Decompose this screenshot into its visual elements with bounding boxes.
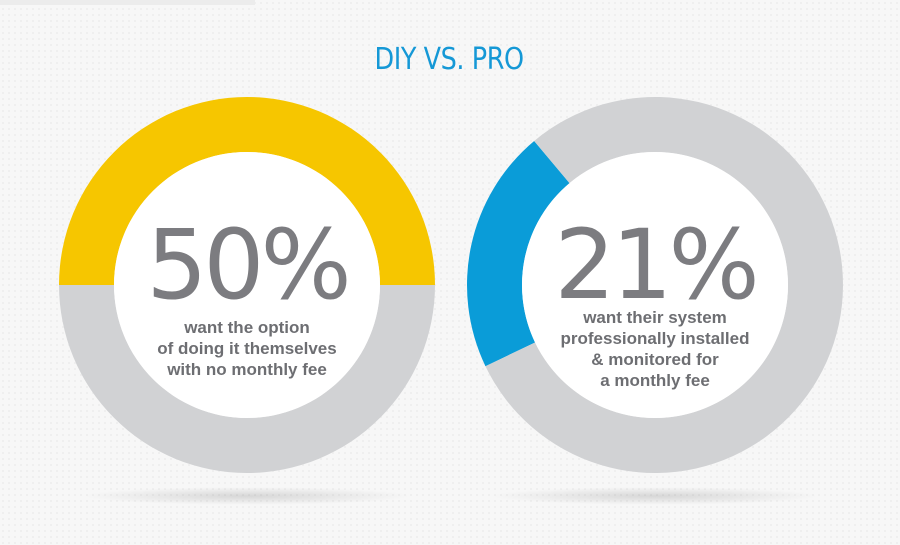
donut-svg-diy xyxy=(59,97,435,473)
caption-line: of doing it themselves xyxy=(157,339,337,358)
donut-hole xyxy=(522,152,788,418)
caption-line: want the option xyxy=(184,318,310,337)
caption-pro: want their system professionally install… xyxy=(505,307,805,391)
donut-chart-pro: 21% want their system professionally ins… xyxy=(445,95,865,515)
donut-slice-remainder xyxy=(485,96,843,473)
chart-title: DIY VS. PRO xyxy=(374,42,525,77)
top-strip xyxy=(0,0,255,5)
donut-chart-diy: 50% want the option of doing it themselv… xyxy=(37,95,457,515)
donut-shadow-left xyxy=(82,487,412,505)
caption-line: & monitored for xyxy=(591,350,719,369)
donut-slice-highlight xyxy=(59,97,435,285)
donut-slice-remainder xyxy=(59,285,435,473)
percent-value-diy: 50% xyxy=(146,209,351,321)
caption-line: a monthly fee xyxy=(600,371,710,390)
caption-line: professionally installed xyxy=(560,329,750,348)
donut-hole xyxy=(114,152,380,418)
caption-diy: want the option of doing it themselves w… xyxy=(97,317,397,380)
caption-line: want their system xyxy=(583,308,727,327)
percent-value-pro: 21% xyxy=(554,209,759,321)
donut-slice-highlight xyxy=(467,140,570,367)
donut-shadow-right xyxy=(490,487,820,505)
caption-line: with no monthly fee xyxy=(167,360,327,379)
donut-svg-pro xyxy=(467,96,843,473)
